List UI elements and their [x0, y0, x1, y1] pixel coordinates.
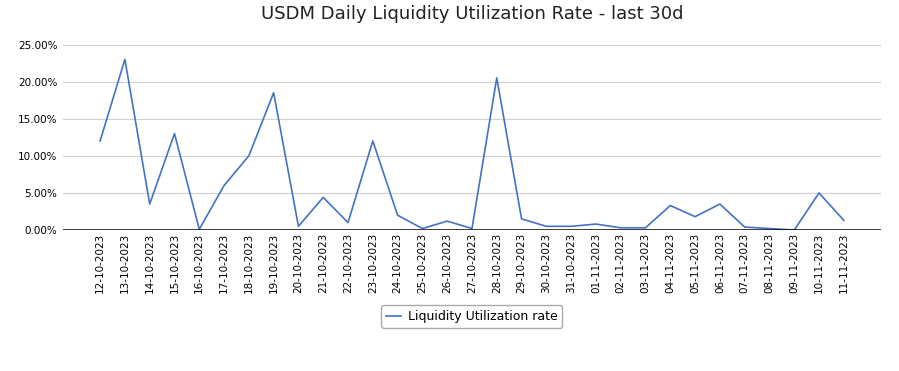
- Liquidity Utilization rate: [441, 219, 452, 223]
- Liquidity Utilization rate: [145, 202, 156, 206]
- Liquidity Utilization rate: [839, 218, 850, 223]
- Title: USDM Daily Liquidity Utilization Rate - last 30d: USDM Daily Liquidity Utilization Rate - …: [261, 4, 683, 23]
- Liquidity Utilization rate: [218, 183, 229, 188]
- Liquidity Utilization rate: [293, 224, 304, 229]
- Liquidity Utilization rate: [764, 226, 775, 231]
- Liquidity Utilization rate: [343, 220, 353, 225]
- Liquidity Utilization rate: [169, 131, 180, 136]
- Liquidity Utilization rate: [665, 203, 676, 208]
- Line: Liquidity Utilization rate: Liquidity Utilization rate: [100, 59, 844, 230]
- Liquidity Utilization rate: [690, 214, 700, 219]
- Liquidity Utilization rate: [565, 224, 576, 229]
- Liquidity Utilization rate: [318, 195, 329, 200]
- Liquidity Utilization rate: [591, 222, 601, 226]
- Liquidity Utilization rate: [244, 154, 254, 158]
- Liquidity Utilization rate: [541, 224, 552, 229]
- Liquidity Utilization rate: [640, 226, 651, 230]
- Liquidity Utilization rate: [788, 228, 799, 232]
- Liquidity Utilization rate: [120, 57, 130, 62]
- Liquidity Utilization rate: [268, 91, 279, 95]
- Liquidity Utilization rate: [814, 191, 824, 195]
- Liquidity Utilization rate: [715, 202, 725, 206]
- Liquidity Utilization rate: [467, 226, 477, 231]
- Liquidity Utilization rate: [417, 226, 428, 231]
- Liquidity Utilization rate: [194, 227, 205, 232]
- Liquidity Utilization rate: [392, 213, 403, 217]
- Liquidity Utilization rate: [615, 226, 626, 230]
- Liquidity Utilization rate: [492, 76, 503, 80]
- Legend: Liquidity Utilization rate: Liquidity Utilization rate: [381, 305, 563, 328]
- Liquidity Utilization rate: [516, 217, 527, 221]
- Liquidity Utilization rate: [94, 139, 105, 143]
- Liquidity Utilization rate: [739, 225, 750, 229]
- Liquidity Utilization rate: [368, 139, 378, 143]
